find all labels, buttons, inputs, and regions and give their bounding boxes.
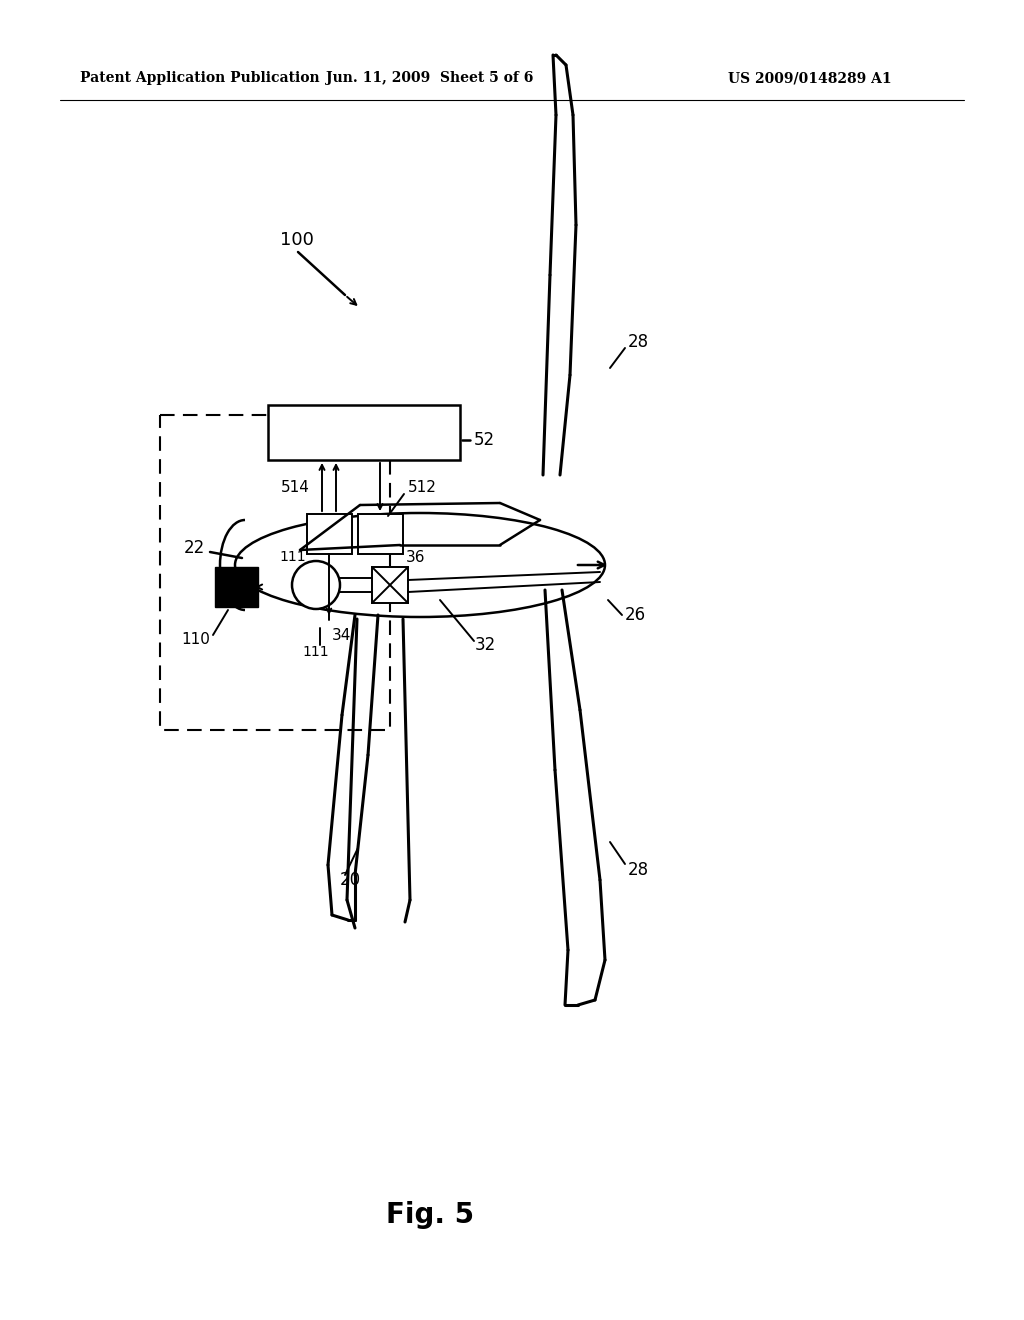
Ellipse shape — [234, 513, 605, 616]
Text: 26: 26 — [625, 606, 646, 624]
Text: 52: 52 — [474, 432, 496, 449]
Text: 34: 34 — [332, 628, 351, 644]
Text: 514: 514 — [282, 480, 310, 495]
Text: 512: 512 — [408, 480, 437, 495]
Bar — [372, 568, 408, 603]
Bar — [307, 513, 352, 554]
Text: 111: 111 — [280, 550, 306, 564]
Bar — [268, 405, 460, 459]
Text: Fig. 5: Fig. 5 — [386, 1201, 474, 1229]
Text: Jun. 11, 2009  Sheet 5 of 6: Jun. 11, 2009 Sheet 5 of 6 — [327, 71, 534, 84]
Text: 22: 22 — [183, 539, 205, 557]
Text: 20: 20 — [340, 871, 361, 888]
Text: 100: 100 — [280, 231, 314, 249]
Text: 111: 111 — [302, 645, 329, 659]
Text: 28: 28 — [628, 861, 649, 879]
Text: 110: 110 — [181, 632, 210, 648]
Text: 36: 36 — [406, 550, 426, 565]
Text: US 2009/0148289 A1: US 2009/0148289 A1 — [728, 71, 892, 84]
Bar — [215, 568, 258, 607]
Bar — [160, 414, 390, 730]
Text: Patent Application Publication: Patent Application Publication — [80, 71, 319, 84]
Text: 32: 32 — [475, 636, 497, 653]
Text: 28: 28 — [628, 333, 649, 351]
Bar — [358, 513, 403, 554]
Circle shape — [292, 561, 340, 609]
